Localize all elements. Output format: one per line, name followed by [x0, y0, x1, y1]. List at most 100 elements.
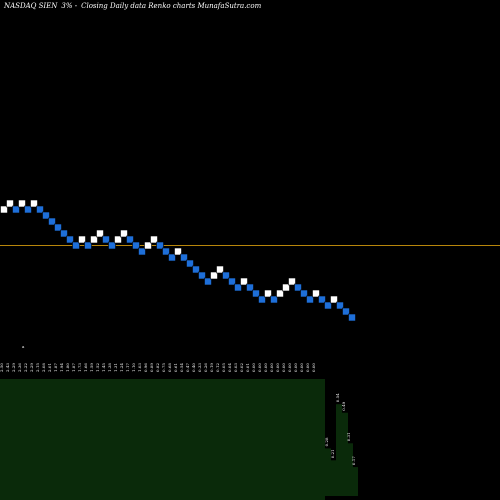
- volume-tick-label: 1.94: [59, 363, 64, 372]
- renko-brick-down: [186, 259, 194, 268]
- volume-tick-label: 2.36: [17, 363, 22, 372]
- volume-tick-label: 0.03: [233, 363, 238, 372]
- volume-fill: [0, 379, 325, 500]
- volume-tick-label: 1.73: [77, 363, 82, 372]
- renko-brick-down: [54, 223, 62, 232]
- volume-tick-label: 0.82: [155, 363, 160, 372]
- renko-brick-up: [144, 241, 152, 250]
- renko-brick-up: [264, 289, 272, 298]
- volume-tick-label: 0.04: [227, 363, 232, 372]
- renko-brick-down: [126, 235, 134, 244]
- volume-bar-label: 0.17: [351, 456, 356, 465]
- volume-tick-label: 0.68: [167, 363, 172, 372]
- volume-tick-label: 0.75: [161, 363, 166, 372]
- renko-brick-down: [222, 271, 230, 280]
- renko-brick-down: [342, 307, 350, 316]
- renko-brick-down: [324, 301, 332, 310]
- renko-brick-down: [336, 301, 344, 310]
- renko-brick-down: [84, 241, 92, 250]
- renko-brick-down: [204, 277, 212, 286]
- volume-tick-label: 1.87: [53, 363, 58, 372]
- volume-tick-label: 0.00: [251, 363, 256, 372]
- volume-tick-label: 1.03: [137, 363, 142, 372]
- renko-brick-down: [306, 295, 314, 304]
- volume-tick-label: 1.66: [83, 363, 88, 372]
- volume-tick-label: 0.00: [287, 363, 292, 372]
- volume-tick-label: 2.22: [23, 363, 28, 372]
- renko-brick-up: [120, 229, 128, 238]
- renko-brick-down: [270, 295, 278, 304]
- volume-tick-label: 0.00: [269, 363, 274, 372]
- renko-brick-up: [30, 199, 38, 208]
- renko-brick-up: [288, 277, 296, 286]
- renko-brick-up: [150, 235, 158, 244]
- renko-brick-down: [168, 253, 176, 262]
- renko-brick-up: [282, 283, 290, 292]
- volume-tick-label: 0.47: [185, 363, 190, 372]
- renko-brick-down: [24, 205, 32, 214]
- volume-tick-label: 0.05: [221, 363, 226, 372]
- renko-brick-down: [294, 283, 302, 292]
- volume-bar-label: 0.54: [335, 393, 340, 402]
- description-label: Closing Daily data Renko charts MunafaSu…: [81, 2, 262, 10]
- volume-tick-label: 0.26: [203, 363, 208, 372]
- renko-brick-down: [162, 247, 170, 256]
- volume-tick-label: 1.38: [107, 363, 112, 372]
- volume-tick-label: 0.54: [179, 363, 184, 372]
- volume-bar: [331, 460, 337, 496]
- renko-brick-down: [246, 283, 254, 292]
- renko-brick-down: [12, 205, 20, 214]
- volume-tick-label: 2.29: [11, 363, 16, 372]
- renko-brick-down: [258, 295, 266, 304]
- volume-tick-label: 0.02: [239, 363, 244, 372]
- renko-brick-down: [318, 295, 326, 304]
- volume-tick-label: 0.61: [173, 363, 178, 372]
- renko-brick-up: [210, 271, 218, 280]
- volume-tick-label: 1.17: [125, 363, 130, 372]
- volume-tick-label: 1.24: [119, 363, 124, 372]
- volume-bar: [352, 467, 358, 496]
- volume-bar-label: 0.28: [324, 437, 329, 446]
- renko-brick-up: [240, 277, 248, 286]
- change-label: 3% -: [61, 2, 78, 10]
- volume-tick-label: 0.33: [197, 363, 202, 372]
- volume-tick-label: 0.00: [257, 363, 262, 372]
- renko-brick-down: [198, 271, 206, 280]
- renko-brick-down: [348, 313, 356, 322]
- volume-tick-label: 1.31: [113, 363, 118, 372]
- volume-tick-label: 1.45: [101, 363, 106, 372]
- volume-tick-label: 0.00: [263, 363, 268, 372]
- volume-tick-label: 0.00: [293, 363, 298, 372]
- volume-tick-label: 0.01: [245, 363, 250, 372]
- volume-tick-label: 1.87: [71, 363, 76, 372]
- volume-tick-label: 2.50: [0, 363, 4, 372]
- renko-brick-up: [18, 199, 26, 208]
- tick-marker: a: [22, 344, 25, 349]
- volume-tick-label: 0.89: [149, 363, 154, 372]
- volume-tick-label: 1.10: [131, 363, 136, 372]
- renko-brick-down: [72, 241, 80, 250]
- renko-brick-up: [90, 235, 98, 244]
- volume-tick-label: 0.19: [209, 363, 214, 372]
- renko-brick-up: [174, 247, 182, 256]
- volume-tick-label: 2.08: [41, 363, 46, 372]
- renko-brick-down: [132, 241, 140, 250]
- renko-brick-down: [156, 241, 164, 250]
- renko-brick-down: [252, 289, 260, 298]
- volume-bar: [347, 443, 353, 496]
- volume-bar-label: 0.21: [330, 449, 335, 458]
- volume-tick-label: 0.00: [311, 363, 316, 372]
- volume-tick-label: 2.15: [35, 363, 40, 372]
- renko-brick-down: [228, 277, 236, 286]
- renko-brick-up: [6, 199, 14, 208]
- volume-tick-label: 2.01: [47, 363, 52, 372]
- volume-bar-label: 0.31: [346, 432, 351, 441]
- volume-tick-label: 0.00: [275, 363, 280, 372]
- renko-brick-down: [234, 283, 242, 292]
- renko-brick-down: [102, 235, 110, 244]
- volume-tick-label: 2.43: [5, 363, 10, 372]
- volume-tick-label: 0.00: [305, 363, 310, 372]
- renko-brick-up: [78, 235, 86, 244]
- volume-tick-label: 1.80: [65, 363, 70, 372]
- renko-brick-up: [114, 235, 122, 244]
